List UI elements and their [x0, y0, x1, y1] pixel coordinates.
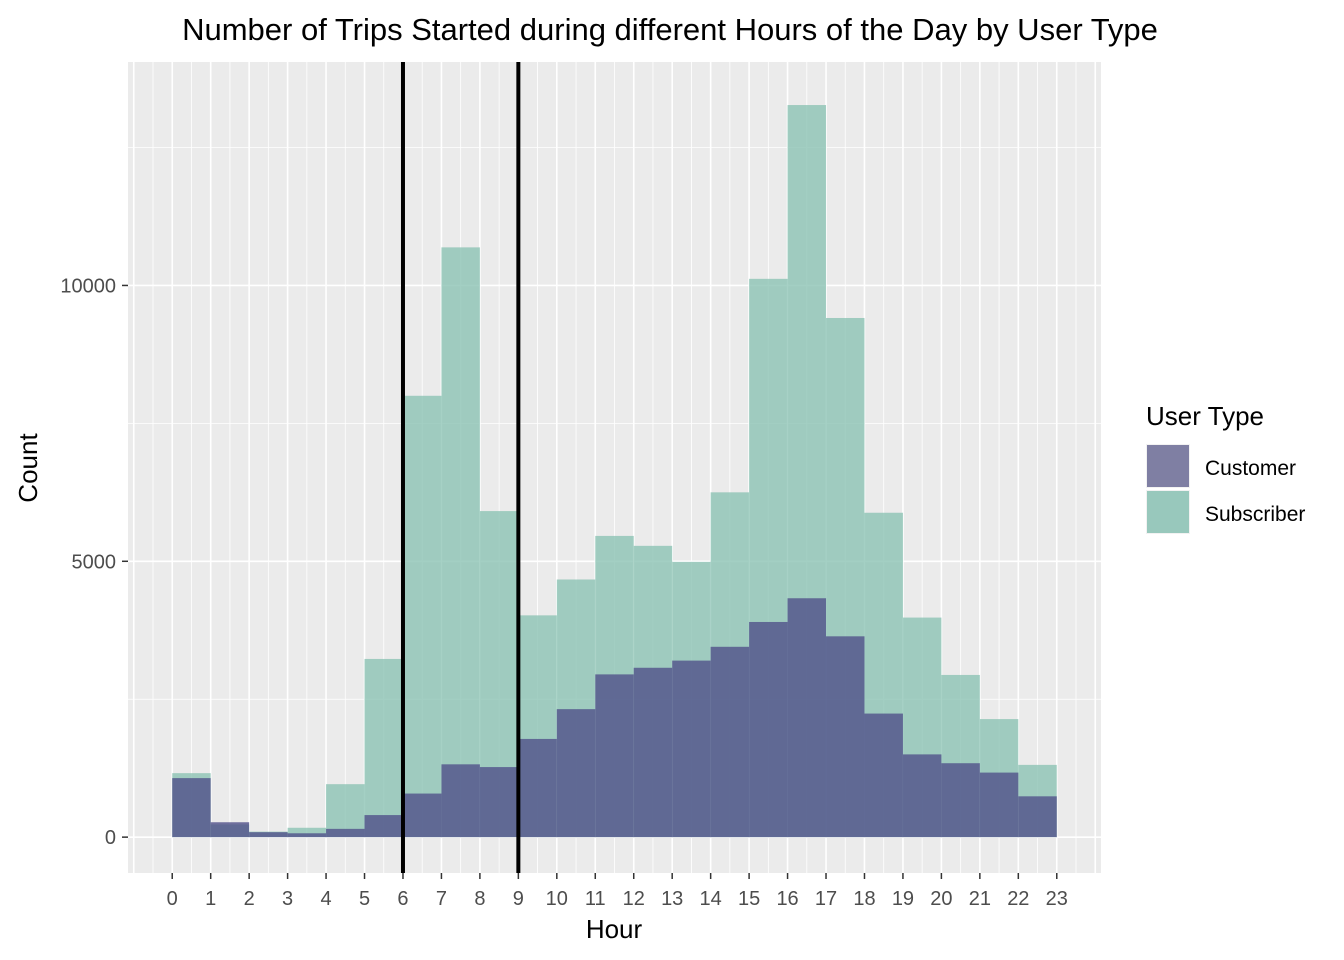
x-tick-label: 2 [244, 888, 255, 910]
legend-title: User Type [1146, 401, 1264, 431]
x-tick-label: 15 [738, 888, 760, 910]
legend-label-subscriber: Subscriber [1205, 503, 1305, 526]
legend-label-customer: Customer [1205, 457, 1296, 480]
customer-bar-21 [979, 772, 1019, 838]
customer-bar-13 [672, 660, 711, 838]
x-tick-label: 13 [661, 888, 683, 910]
y-tick-label: 5000 [72, 551, 117, 573]
customer-bar-10 [556, 709, 596, 838]
customer-bar-20 [941, 763, 980, 838]
x-tick-label: 6 [397, 888, 408, 910]
x-axis: 0 1 2 3 4 5 6 7 8 9 10 11 12 13 14 15 16 17 18 19 20 21 22 23 [167, 873, 1068, 910]
x-tick-label: 20 [930, 888, 952, 910]
x-tick-label: 19 [892, 888, 914, 910]
legend: User Type Customer Subscriber [1146, 401, 1305, 534]
y-axis: 0 5000 10000 [60, 275, 128, 849]
x-tick-label: 14 [700, 888, 722, 910]
customer-bar-2 [249, 832, 288, 838]
customer-bar-0 [172, 778, 211, 838]
subscriber-bar-7 [441, 247, 480, 838]
x-tick-label: 5 [359, 888, 370, 910]
x-tick-label: 10 [546, 888, 568, 910]
chart-title: Number of Trips Started during different… [182, 12, 1158, 47]
customer-bar-7 [441, 764, 480, 838]
customer-bar-18 [864, 713, 903, 838]
legend-key-customer [1147, 445, 1189, 487]
customer-bars [172, 598, 1057, 838]
x-tick-label: 12 [623, 888, 645, 910]
y-tick-label: 10000 [60, 275, 116, 297]
customer-bar-4 [326, 828, 365, 838]
subscriber-bar-3 [287, 827, 327, 838]
x-tick-label: 23 [1046, 888, 1068, 910]
legend-key-subscriber [1147, 491, 1189, 533]
subscriber-bar-6 [402, 395, 442, 838]
customer-bar-3 [287, 833, 327, 838]
x-tick-label: 4 [320, 888, 331, 910]
x-tick-label: 1 [205, 888, 216, 910]
customer-bar-8 [479, 767, 519, 838]
customer-bar-9 [518, 738, 557, 838]
customer-bar-1 [210, 822, 250, 838]
x-tick-label: 9 [513, 888, 524, 910]
x-tick-label: 3 [282, 888, 293, 910]
x-tick-label: 8 [474, 888, 485, 910]
x-tick-label: 22 [1007, 888, 1029, 910]
x-tick-label: 18 [853, 888, 875, 910]
customer-bar-17 [826, 636, 865, 838]
customer-bar-11 [595, 674, 634, 838]
x-tick-label: 11 [585, 888, 606, 910]
reference-lines [400, 62, 521, 873]
x-tick-label: 17 [815, 888, 837, 910]
y-tick-label: 0 [105, 827, 116, 849]
x-tick-label: 16 [776, 888, 798, 910]
x-axis-title: Hour [586, 914, 643, 944]
customer-bar-12 [633, 667, 673, 838]
customer-bar-15 [749, 621, 788, 838]
subscriber-bar-5 [364, 658, 403, 838]
customer-bar-5 [364, 815, 403, 838]
customer-bar-14 [710, 646, 750, 838]
customer-bar-22 [1018, 796, 1057, 838]
customer-bar-16 [787, 598, 827, 838]
x-tick-label: 7 [436, 888, 447, 910]
y-axis-title: Count [13, 433, 43, 503]
x-tick-label: 0 [167, 888, 178, 910]
customer-bar-19 [902, 754, 942, 838]
customer-bar-6 [402, 793, 442, 838]
subscriber-bar-4 [326, 784, 365, 838]
x-tick-label: 21 [969, 888, 991, 910]
